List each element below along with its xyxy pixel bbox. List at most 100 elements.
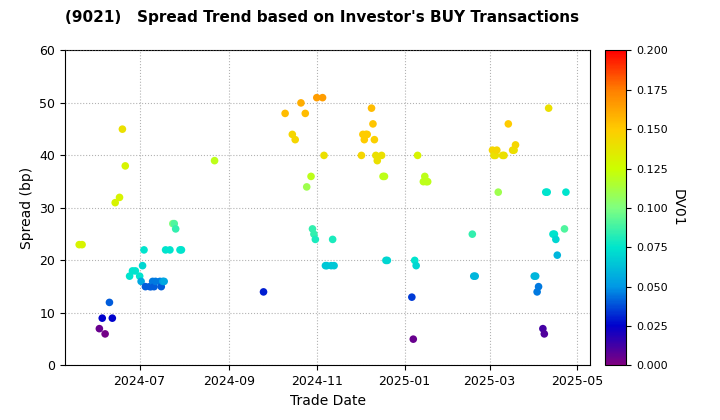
Point (559, 226, 570, 232)
Point (164, 247, 176, 253)
Point (412, 152, 423, 159)
Point (287, 131, 298, 138)
Point (420, 178, 432, 185)
Point (540, 189, 552, 196)
Point (157, 278, 168, 285)
Point (367, 121, 379, 127)
Point (382, 257, 393, 264)
Point (406, 294, 418, 301)
Point (310, 236, 321, 243)
Point (468, 273, 480, 280)
Point (328, 262, 340, 269)
Point (539, 331, 550, 337)
Point (109, 199, 121, 206)
Point (130, 268, 141, 274)
Point (295, 100, 307, 106)
Point (94, 325, 105, 332)
Point (158, 278, 170, 285)
Point (127, 268, 138, 274)
Point (510, 142, 521, 148)
Point (497, 152, 508, 159)
Point (549, 231, 560, 238)
Point (408, 336, 419, 343)
Point (258, 289, 269, 295)
Point (547, 231, 559, 238)
Point (487, 147, 498, 153)
Point (140, 283, 151, 290)
Text: (9021)   Spread Trend based on Investor's BUY Transactions: (9021) Spread Trend based on Investor's … (65, 10, 579, 25)
Point (147, 278, 158, 285)
Point (369, 136, 380, 143)
Point (492, 189, 504, 196)
Point (73, 241, 85, 248)
Point (530, 273, 541, 280)
Point (372, 157, 383, 164)
Point (124, 273, 135, 280)
Point (376, 152, 387, 159)
Point (114, 194, 125, 201)
Point (120, 163, 131, 169)
Point (154, 278, 166, 285)
Point (96, 315, 108, 322)
Point (498, 152, 510, 159)
Point (145, 283, 157, 290)
Point (308, 231, 320, 238)
Point (550, 236, 562, 243)
Point (366, 105, 377, 111)
Point (469, 273, 481, 280)
Point (508, 147, 520, 153)
Point (418, 178, 429, 185)
Point (379, 173, 390, 180)
Point (507, 147, 518, 153)
Point (380, 257, 392, 264)
Point (99, 331, 111, 337)
Point (167, 220, 179, 227)
Point (537, 325, 549, 332)
Point (305, 173, 317, 180)
Point (156, 283, 167, 290)
Point (300, 110, 311, 117)
Point (318, 152, 330, 159)
Point (117, 126, 128, 132)
Point (307, 226, 318, 232)
Point (170, 226, 181, 232)
Point (531, 289, 543, 295)
Point (356, 152, 367, 159)
Point (289, 136, 301, 143)
Point (76, 241, 88, 248)
Point (320, 262, 331, 269)
Point (560, 189, 572, 196)
Point (552, 252, 563, 258)
Point (317, 94, 328, 101)
Point (370, 152, 382, 159)
Point (107, 315, 118, 322)
Point (150, 278, 161, 285)
Point (325, 262, 337, 269)
Point (311, 94, 323, 101)
Point (422, 178, 433, 185)
Point (543, 105, 554, 111)
Y-axis label: DV01: DV01 (670, 189, 685, 227)
Point (491, 147, 503, 153)
Point (138, 247, 150, 253)
Point (174, 247, 186, 253)
Point (168, 220, 180, 227)
Point (176, 247, 187, 253)
Point (409, 257, 420, 264)
Point (209, 157, 220, 164)
Point (541, 189, 553, 196)
Point (137, 262, 148, 269)
Point (301, 184, 312, 190)
Point (503, 121, 514, 127)
Point (490, 152, 501, 159)
Point (360, 131, 372, 138)
Point (488, 152, 500, 159)
Point (134, 273, 145, 280)
Point (327, 236, 338, 243)
Point (528, 273, 540, 280)
Point (160, 247, 171, 253)
Point (144, 283, 156, 290)
Point (279, 110, 291, 117)
Point (148, 283, 160, 290)
Point (135, 278, 147, 285)
